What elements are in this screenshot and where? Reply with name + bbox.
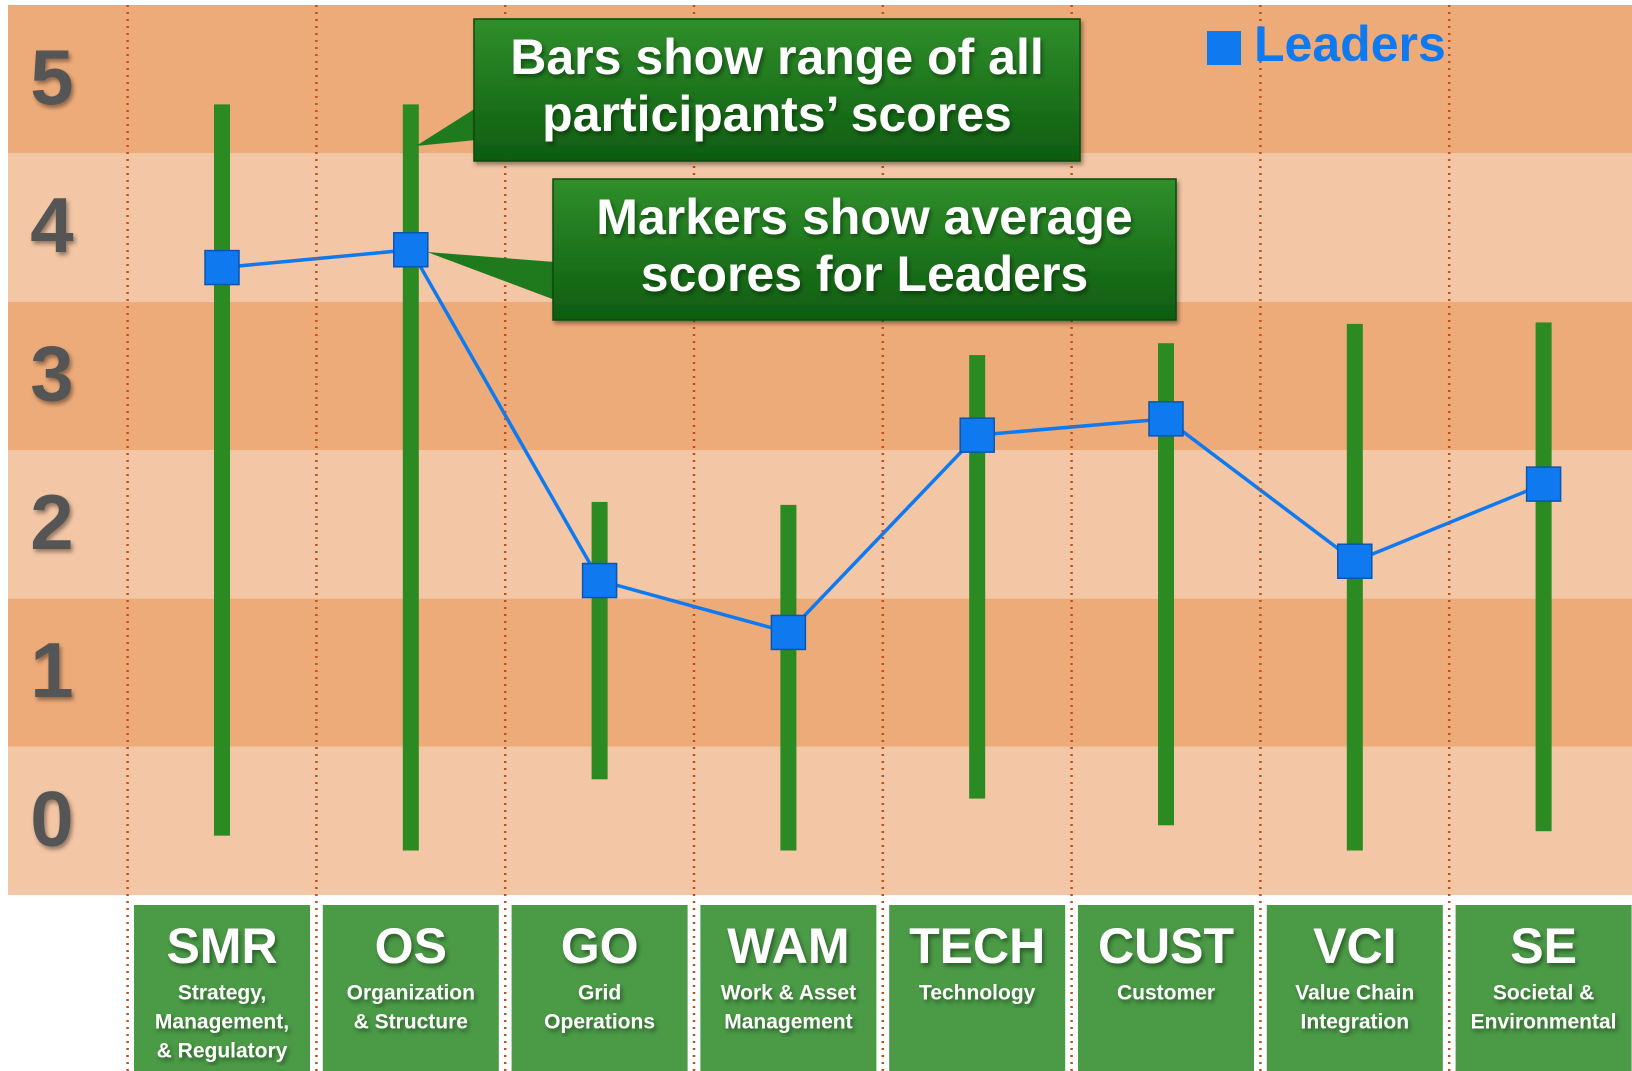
range-bar [214,104,230,836]
band [8,746,1632,895]
category-code: WAM [727,918,849,974]
callout-text: participants’ scores [542,86,1012,142]
range-bar [402,104,419,851]
legend-label: Leaders [1254,16,1446,72]
leaders-line [221,247,1545,635]
range-bar [1535,322,1552,832]
leaders-marker [1525,466,1562,502]
category-code: GO [561,918,639,974]
callout-text: Markers show average [596,189,1132,245]
band [8,301,1632,450]
leaders-marker [770,614,807,651]
leaders-marker [393,232,429,268]
category-description: Strategy, [178,982,266,1005]
category-description: Value Chain [1295,982,1414,1005]
category-description: Integration [1301,1011,1410,1034]
leaders-marker [1148,401,1184,437]
category-description: Grid [578,982,621,1005]
legend-swatch [1207,31,1241,65]
category-description: & Regulatory [157,1040,288,1063]
category-box [889,905,1066,1071]
leaders-marker [959,417,995,453]
y-tick-label: 2 [30,478,73,566]
category-description: Organization [347,982,475,1005]
category-description: & Structure [354,1011,468,1034]
y-tick-label: 3 [30,329,73,417]
category-code: SE [1510,918,1577,974]
callout-pointer [427,252,555,300]
band [8,598,1632,747]
category-code: CUST [1098,918,1234,974]
category-code: VCI [1313,918,1396,974]
callout-box [473,18,1081,162]
category-description: Operations [544,1011,655,1034]
category-description: Customer [1117,982,1215,1005]
category-description: Management, [155,1011,289,1034]
category-box [1266,905,1443,1071]
category-box [322,905,499,1071]
y-tick-label: 0 [30,774,73,862]
category-description: Management [724,1011,852,1034]
y-tick-label: 4 [30,181,73,269]
category-description: Technology [919,982,1036,1005]
category-code: OS [375,918,447,974]
range-bar [780,504,797,851]
range-bar [1158,343,1174,826]
category-box [700,905,877,1071]
category-box [1078,905,1254,1071]
range-bar [1346,323,1363,851]
category-box [511,905,688,1071]
callout-box [552,178,1177,321]
callout-pointer [416,108,476,146]
category-box [1455,905,1632,1071]
callout-text: scores for Leaders [641,246,1088,302]
y-tick-label: 1 [30,626,73,714]
y-tick-label: 5 [30,33,73,121]
leaders-marker [581,562,618,599]
band [8,450,1632,599]
category-code: TECH [909,918,1045,974]
leaders-marker [1337,543,1373,579]
range-bar [591,501,608,780]
range-bar [969,355,986,799]
leaders-marker [204,249,240,286]
category-description: Work & Asset [721,982,856,1005]
category-description: Societal & [1493,982,1595,1005]
category-code: SMR [166,918,277,974]
callout-text: Bars show range of all [510,29,1043,85]
category-box [134,905,310,1071]
category-description: Environmental [1471,1011,1617,1034]
